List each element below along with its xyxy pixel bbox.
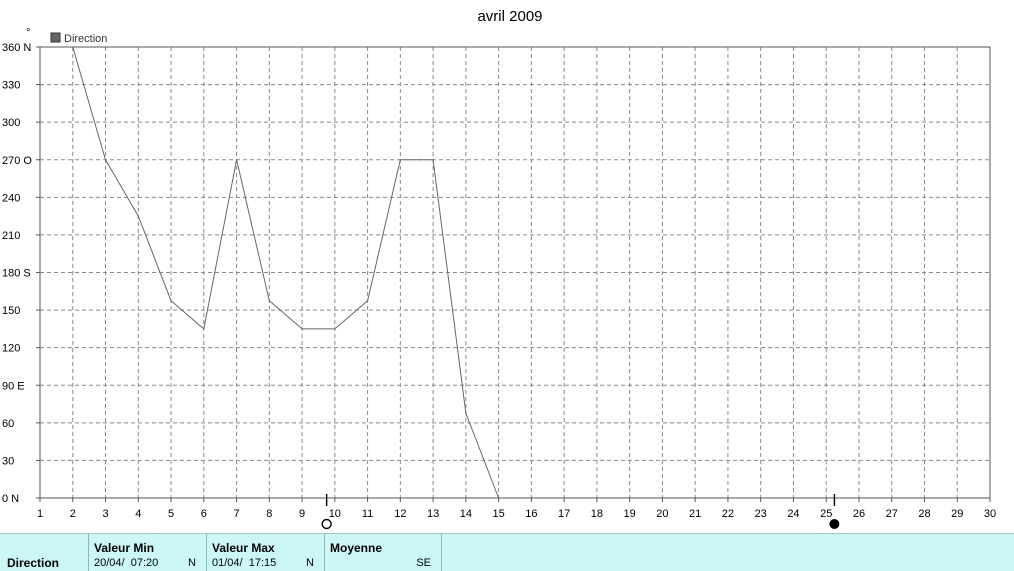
- x-tick-label: 6: [201, 508, 207, 520]
- data-point: [203, 328, 205, 330]
- stats-min-cell: Valeur Min 20/04/ 07:20 N: [89, 534, 207, 571]
- x-tick-label: 26: [853, 508, 865, 520]
- data-point: [170, 300, 172, 302]
- data-point: [72, 46, 74, 48]
- x-tick-label: 14: [460, 508, 472, 520]
- y-tick-label: 180 S: [2, 268, 31, 280]
- stats-min-date: 20/04/: [94, 557, 125, 569]
- x-tick-label: 23: [755, 508, 767, 520]
- data-point: [399, 159, 401, 161]
- stats-min-direction: N: [188, 557, 196, 569]
- y-tick-label: 30: [2, 455, 14, 467]
- data-point: [235, 159, 238, 161]
- x-tick-label: 4: [135, 508, 141, 520]
- y-unit-label: °: [26, 27, 30, 39]
- x-tick-label: 12: [394, 508, 406, 520]
- stats-max-datetime: 01/04/ 17:15: [212, 557, 276, 569]
- stats-min-header: Valeur Min: [94, 541, 155, 555]
- data-point: [334, 328, 336, 330]
- y-tick-label: 120: [2, 343, 20, 355]
- y-tick-label: 90 E: [2, 380, 25, 392]
- stats-max-header: Valeur Max: [212, 541, 275, 555]
- stats-max-cell: Valeur Max 01/04/ 17:15 N: [207, 534, 325, 571]
- data-point: [465, 412, 467, 415]
- y-tick-label: 210: [2, 230, 20, 242]
- x-tick-label: 17: [558, 508, 570, 520]
- legend-label: Direction: [64, 33, 107, 45]
- y-tick-label: 330: [2, 80, 20, 92]
- y-axis: 0 N 30 60 90 E 120 150 180 S 210 240 270 O 300 330 3…: [2, 42, 40, 505]
- data-point: [301, 328, 303, 330]
- x-tick-label: 20: [656, 508, 668, 520]
- y-tick-label: 270 O: [2, 155, 32, 167]
- x-axis: 1 2 3 4 5 6 7 8 9 10 11 12 13 14 15 16 17 18 19 20 21 22 23 24 2…: [37, 498, 996, 520]
- stats-row-label-cell: Direction: [0, 534, 89, 571]
- stats-max-time: 17:15: [248, 557, 277, 569]
- data-point: [366, 300, 369, 302]
- series-line-direction: [72, 46, 500, 499]
- x-tick-label: 2: [70, 508, 76, 520]
- x-tick-label: 22: [722, 508, 734, 520]
- y-tick-label: 0 N: [2, 493, 19, 505]
- stats-max-date: 01/04/: [212, 557, 243, 569]
- x-tick-label: 21: [689, 508, 701, 520]
- new-moon-icon: [829, 519, 840, 529]
- x-tick-label: 8: [266, 508, 272, 520]
- data-point: [104, 159, 107, 161]
- x-tick-label: 19: [624, 508, 636, 520]
- y-tick-label: 300: [2, 117, 20, 129]
- data-point: [432, 159, 434, 161]
- stats-mean-direction: SE: [416, 557, 431, 569]
- y-tick-label: 240: [2, 192, 20, 204]
- x-tick-label: 9: [299, 508, 305, 520]
- x-tick-label: 30: [984, 508, 996, 520]
- full-moon-icon: [321, 518, 332, 530]
- x-tick-label: 24: [787, 508, 799, 520]
- x-tick-label: 5: [168, 508, 174, 520]
- stats-row-label: Direction: [7, 556, 60, 570]
- x-tick-label: 10: [329, 508, 341, 520]
- x-tick-label: 13: [427, 508, 439, 520]
- stats-bar: Direction Valeur Min 20/04/ 07:20 N Vale…: [0, 533, 1014, 571]
- y-tick-label: 360 N: [2, 42, 31, 54]
- y-tick-label: 150: [2, 305, 20, 317]
- stats-min-time: 07:20: [130, 557, 159, 569]
- x-tick-label: 18: [591, 508, 603, 520]
- x-tick-label: 1: [37, 508, 43, 520]
- x-tick-label: 28: [918, 508, 930, 520]
- x-tick-label: 25: [820, 508, 832, 520]
- data-point: [498, 497, 500, 499]
- x-tick-label: 27: [886, 508, 898, 520]
- y-tick-label: 60: [2, 418, 14, 430]
- series: [72, 46, 500, 499]
- chart-title: avril 2009: [477, 8, 542, 25]
- legend-swatch: [50, 32, 61, 43]
- data-point: [268, 300, 270, 302]
- moon-phases: [321, 494, 840, 530]
- x-tick-label: 3: [102, 508, 108, 520]
- stats-mean-cell: Moyenne SE: [325, 534, 442, 571]
- grid: [40, 47, 990, 498]
- x-tick-label: 29: [951, 508, 963, 520]
- stats-max-direction: N: [306, 557, 314, 569]
- stats-mean-header: Moyenne: [330, 541, 383, 555]
- x-tick-label: 15: [492, 508, 504, 520]
- x-tick-label: 11: [362, 508, 373, 520]
- data-point: [137, 215, 139, 217]
- x-tick-label: 16: [525, 508, 537, 520]
- stats-min-datetime: 20/04/ 07:20: [94, 557, 158, 569]
- legend: Direction: [50, 32, 107, 45]
- x-tick-label: 7: [233, 508, 239, 520]
